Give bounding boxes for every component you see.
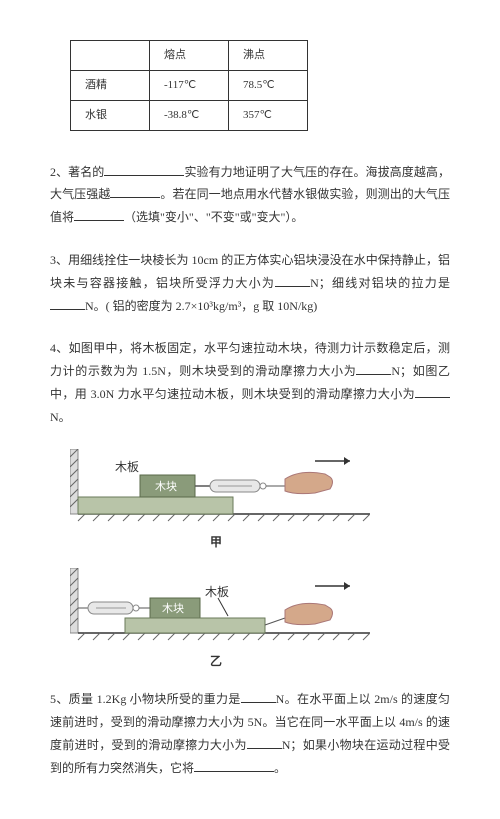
blank-input[interactable]	[247, 736, 282, 749]
figure-label-jia: 甲	[210, 531, 450, 554]
question-number: 3、	[50, 253, 68, 267]
table-cell: -38.8℃	[150, 100, 229, 130]
blank-input[interactable]	[356, 362, 391, 375]
blank-input[interactable]	[50, 297, 85, 310]
question-number: 5、	[50, 692, 69, 706]
wood-board-label: 木板	[115, 460, 139, 474]
blank-input[interactable]	[275, 274, 310, 287]
data-table: 熔点 沸点 酒精 -117℃ 78.5℃ 水银 -38.8℃ 357℃	[70, 40, 308, 131]
question-2: 2、著名的实验有力地证明了大气压的存在。海拔高度越高，大气压强越。若在同一地点用…	[50, 161, 450, 229]
table-cell: 357℃	[229, 100, 308, 130]
blank-input[interactable]	[194, 759, 274, 772]
wood-block-label: 木块	[162, 602, 184, 615]
blank-input[interactable]	[104, 163, 184, 176]
table-header: 沸点	[229, 41, 308, 71]
figure-yi: 木块 木板 乙	[70, 568, 450, 673]
question-5: 5、质量 1.2Kg 小物块所受的重力是N。在水平面上以 2m/s 的速度匀速前…	[50, 688, 450, 779]
wood-block-label: 木块	[155, 480, 177, 493]
table-cell: 酒精	[71, 70, 150, 100]
question-text: N。	[50, 410, 71, 424]
table-header	[71, 41, 150, 71]
blank-input[interactable]	[110, 185, 160, 198]
table-cell: 78.5℃	[229, 70, 308, 100]
figure-jia: 木板 木块 甲	[70, 449, 450, 554]
question-number: 2、	[50, 165, 68, 179]
diagram-yi: 木块 木板	[70, 568, 370, 648]
table-header: 熔点	[150, 41, 229, 71]
question-text: 质量 1.2Kg 小物块所受的重力是	[69, 692, 241, 706]
diagram-jia: 木板 木块	[70, 449, 370, 529]
table-cell: 水银	[71, 100, 150, 130]
blank-input[interactable]	[241, 690, 276, 703]
figure-label-yi: 乙	[210, 650, 450, 673]
blank-input[interactable]	[74, 208, 124, 221]
question-text: 著名的	[68, 165, 104, 179]
question-text: （选填"变小"、"不变"或"变大"）。	[124, 210, 303, 224]
question-text: N；细线对铝块的拉力是	[310, 276, 450, 290]
table-cell: -117℃	[150, 70, 229, 100]
question-text: N。( 铝的密度为 2.7×10³kg/m³，g 取 10N/kg)	[85, 299, 317, 313]
question-number: 4、	[50, 341, 69, 355]
question-4: 4、如图甲中，将木板固定，水平匀速拉动木块，待测力计示数稳定后，测力计的示数为为…	[50, 337, 450, 428]
question-3: 3、用细线拴住一块棱长为 10cm 的正方体实心铝块浸没在水中保持静止，铝块未与…	[50, 249, 450, 317]
blank-input[interactable]	[415, 385, 450, 398]
wood-board-label: 木板	[205, 585, 229, 599]
question-text: 。	[274, 761, 286, 775]
